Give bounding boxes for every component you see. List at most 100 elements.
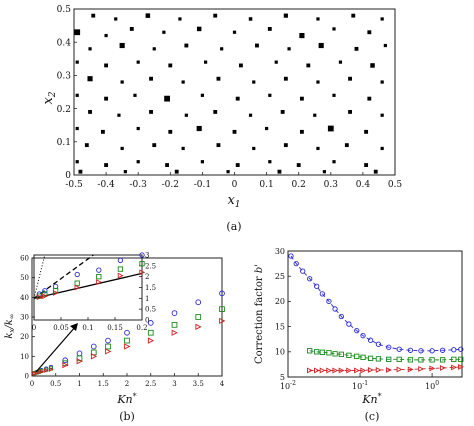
particle-square	[204, 60, 208, 64]
particle-square	[383, 43, 387, 48]
panel-b-inset-y-tick-label: 0	[145, 316, 149, 324]
panel-c-marker	[418, 366, 425, 372]
panel-b-marker	[124, 343, 131, 350]
panel-b-y-tick-label: 20	[20, 333, 29, 341]
panel-c-marker	[439, 364, 446, 371]
particle-square	[104, 63, 109, 68]
panel-b-marker	[195, 314, 202, 320]
panel-b-inset-marker	[52, 283, 59, 290]
panel-a-y-tick-label: 0.5	[57, 5, 72, 15]
panel-b-marker	[171, 310, 178, 316]
panel-a-x-tick-label: -0.1	[194, 180, 211, 190]
particle-square	[238, 63, 243, 68]
panel-c-marker	[354, 367, 360, 374]
particle-square	[348, 109, 352, 114]
panel-c-marker	[288, 253, 294, 259]
panel-b-marker	[39, 369, 45, 375]
particle-square	[133, 93, 137, 97]
particle-square	[220, 47, 224, 51]
particle-square	[178, 17, 182, 21]
panel-c-y-tick-label: 30	[275, 247, 285, 256]
panel-b-x-tick-label: 0.5	[50, 380, 61, 388]
particle-square	[75, 160, 79, 164]
panel-c-marker	[338, 351, 344, 357]
panel-b-inset-y-tick-label: 0.5	[145, 306, 156, 314]
particle-square	[181, 146, 185, 151]
panel-b-marker	[105, 343, 111, 350]
panel-a-x-tick-label: 0	[232, 180, 238, 190]
particle-square	[348, 76, 352, 81]
panel-c-series-line	[309, 350, 461, 361]
particle-square	[306, 63, 311, 68]
particle-square	[104, 33, 108, 38]
particle-square	[88, 47, 92, 51]
panel-b-inset-x-tick-label: 0.1	[82, 324, 93, 332]
particle-square	[123, 170, 127, 174]
panel-c-marker	[314, 283, 320, 289]
panel-b-inset-marker	[74, 284, 81, 291]
panel-b-inset-x-tick-label: 0.05	[53, 324, 69, 332]
panel-a-y-tick-label: 0	[65, 171, 71, 181]
particle-square	[216, 143, 221, 148]
panel-b-x-tick-label: 3.5	[193, 380, 204, 388]
panel-c-y-tick-label: 20	[275, 297, 285, 306]
particle-square	[332, 27, 336, 31]
panel-b-marker	[124, 329, 130, 336]
particle-square	[119, 42, 125, 49]
panel-c-marker	[354, 327, 360, 334]
panel-b-x-tick-label: 1.5	[98, 380, 109, 388]
panel-c-marker	[367, 337, 374, 343]
panel-b-marker	[195, 323, 202, 330]
particle-square	[327, 125, 334, 132]
panel-b-arrow-head	[70, 323, 78, 331]
panel-b-marker	[76, 358, 83, 365]
particle-square	[184, 43, 189, 48]
particle-square	[322, 170, 326, 174]
panel-b-inset-marker	[139, 261, 145, 267]
panel-b-marker	[76, 355, 83, 362]
panel-a-y-ticks: 0 0.1 0.2 0.3 0.4 0.5	[57, 5, 77, 181]
particle-square	[120, 146, 124, 151]
particle-square	[75, 60, 79, 64]
panel-b-inset-y-tick-label: 1	[145, 295, 149, 303]
panel-b-label: (b)	[119, 410, 135, 423]
panel-b-marker	[219, 290, 225, 297]
panel-b-marker	[219, 306, 225, 312]
panel-c-marker	[386, 367, 392, 373]
panel-b-inset-x-tick-label: 0.15	[107, 324, 123, 332]
panel-c-marker	[396, 356, 402, 363]
particle-square	[216, 76, 221, 81]
particle-square	[283, 76, 288, 81]
panel-b-marker	[44, 368, 49, 373]
particle-square	[168, 129, 173, 134]
particle-square	[313, 113, 317, 117]
panel-b-inset-fit-line	[33, 272, 143, 299]
panel-a-x-tick-label: 0.4	[356, 180, 371, 190]
panel-c-ylabel: Correction factor b'	[254, 264, 265, 364]
panel-c-marker	[293, 260, 299, 267]
particle-square	[318, 42, 324, 49]
panel-c-marker	[375, 356, 382, 362]
particle-square	[104, 163, 109, 167]
particle-square	[149, 76, 153, 81]
panel-b-inset-marker	[42, 288, 48, 294]
panel-b-marker	[62, 357, 69, 364]
panel-b-marker	[171, 329, 178, 336]
particle-square	[213, 13, 218, 18]
panel-c-lines	[290, 255, 461, 371]
particle-square	[316, 17, 320, 21]
particle-square	[196, 125, 202, 132]
panel-b-y-tick-label: 40	[20, 294, 29, 302]
panel-a-y-tick-label: 0.1	[57, 138, 71, 148]
panel-b-inset-marker	[117, 272, 124, 279]
particle-square	[232, 129, 237, 134]
particle-square	[332, 93, 336, 97]
panel-c-marker	[458, 346, 464, 352]
panel-b-marker	[195, 299, 202, 306]
panel-c-marker	[429, 357, 435, 363]
panel-b-inset-marker	[96, 274, 102, 280]
panel-b-y-tick-label: 0	[25, 372, 29, 380]
panel-c-marker	[439, 357, 446, 363]
particle-square	[75, 126, 79, 131]
particle-square	[248, 17, 253, 21]
